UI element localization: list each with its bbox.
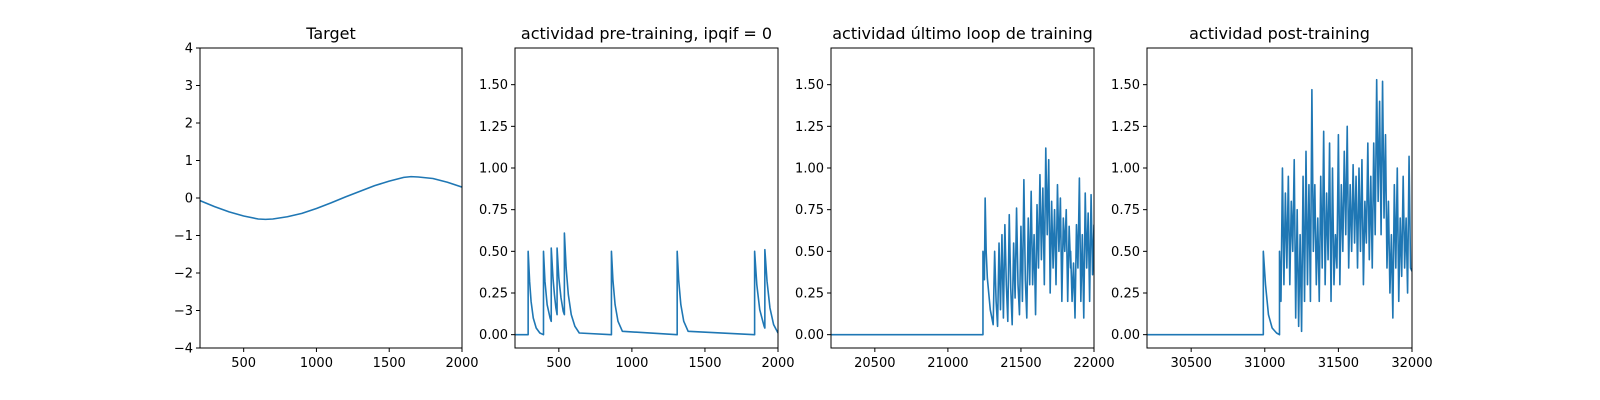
y-tick-label: 1.00 [479,162,508,177]
y-tick-label: 0.25 [479,287,508,302]
y-tick-label: 4 [185,42,193,57]
y-tick-label: 1.00 [795,162,824,177]
panel-3: 20500 21000 21500 22000 0.00 0.25 0.50 0.75 1.00… [795,24,1115,371]
y-tick-label: −1 [174,229,193,244]
y-tick-label: 1.50 [1111,78,1140,93]
y-tick-label: 0.50 [479,245,508,260]
series-line-1 [200,175,462,221]
y-tick-label: 0.50 [1111,245,1140,260]
y-tick-label: 0.75 [795,203,824,218]
x-tick-label: 30500 [1170,356,1211,371]
x-tick-label: 21500 [1000,356,1041,371]
y-tick-label: 1.25 [1111,120,1140,135]
x-tick-label: 21000 [927,356,968,371]
y-tick-label: 3 [185,79,193,94]
axes-frame [830,47,1095,349]
y-tick-label: 0.25 [1111,287,1140,302]
y-tick-label: 1.25 [795,120,824,135]
y-tick-label: 0.00 [479,328,508,343]
y-tick-label: −4 [174,342,193,357]
y-tick-label: 0.50 [795,245,824,260]
series-line-1 [831,147,1094,336]
x-tick-label: 20500 [854,356,895,371]
x-tick-label: 1000 [615,356,648,371]
chart-title: actividad último loop de training [832,24,1093,43]
panel-2: 500 1000 1500 2000 0.00 0.25 0.50 0.75 1.00 1.25 1… [479,24,795,371]
y-tick-label: 0.00 [1111,328,1140,343]
x-tick-label: 500 [231,356,256,371]
y-tick-label: 1.50 [479,78,508,93]
chart-title: actividad post-training [1189,24,1370,43]
x-tick-label: 31000 [1244,356,1285,371]
x-tick-label: 31500 [1318,356,1359,371]
y-tick-label: −3 [174,304,193,319]
x-tick-label: 1000 [300,356,333,371]
y-tick-label: 0.75 [1111,203,1140,218]
axes-frame [1146,47,1413,349]
axes-frame [199,47,463,349]
y-tick-label: 0 [185,192,193,207]
y-tick-label: 1 [185,154,193,169]
x-tick-label: 2000 [761,356,794,371]
series-line-1 [1147,78,1412,336]
y-tick-label: 2 [185,117,193,132]
x-tick-label: 1500 [688,356,721,371]
y-tick-label: 0.00 [795,328,824,343]
y-tick-label: −2 [174,267,193,282]
x-tick-label: 1500 [373,356,406,371]
x-tick-label: 2000 [445,356,478,371]
y-tick-label: 0.25 [795,287,824,302]
x-tick-label: 32000 [1391,356,1432,371]
panel-4: 30500 31000 31500 32000 0.00 0.25 0.50 0.75 1.00… [1111,24,1433,371]
x-tick-label: 500 [546,356,571,371]
y-tick-label: 1.25 [479,120,508,135]
panel-1: 500 1000 1500 2000 −4 −3 −2 −1 0 1 2 3 4 Target [174,24,479,371]
series-line-1 [515,232,778,336]
x-tick-label: 22000 [1073,356,1114,371]
y-tick-label: 1.50 [795,78,824,93]
y-tick-label: 0.75 [479,203,508,218]
chart-title: Target [305,24,356,43]
chart-title: actividad pre-training, ipqif = 0 [521,24,772,43]
axes-frame [514,47,779,349]
y-tick-label: 1.00 [1111,162,1140,177]
